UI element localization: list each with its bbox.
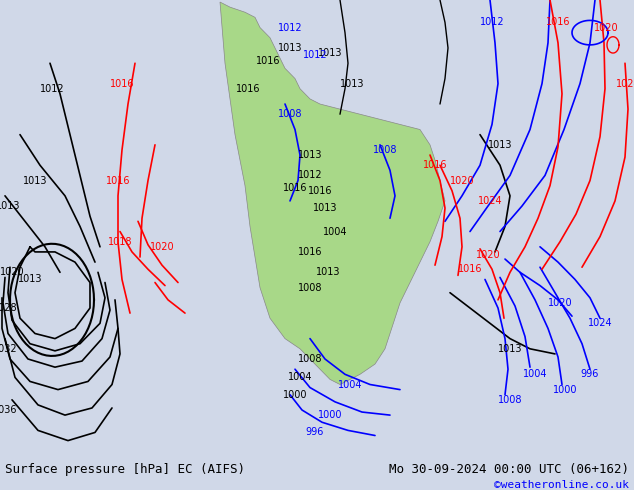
- Text: 1000: 1000: [283, 390, 307, 400]
- Text: 1004: 1004: [323, 226, 347, 237]
- Text: 1013: 1013: [18, 274, 42, 285]
- Text: Surface pressure [hPa] EC (AIFS): Surface pressure [hPa] EC (AIFS): [5, 463, 245, 476]
- Text: 1013: 1013: [298, 150, 322, 160]
- Text: 1016: 1016: [546, 18, 570, 27]
- Text: 1013: 1013: [23, 175, 48, 186]
- Text: 1012: 1012: [278, 23, 302, 32]
- Text: 1008: 1008: [278, 109, 302, 119]
- Text: 1004: 1004: [338, 380, 362, 390]
- Text: 1000: 1000: [318, 410, 342, 420]
- Text: 996: 996: [306, 427, 324, 438]
- Text: 1016: 1016: [283, 183, 307, 193]
- Text: 1016: 1016: [106, 175, 130, 186]
- Text: 1004: 1004: [288, 372, 313, 382]
- Text: 1013: 1013: [488, 140, 512, 150]
- Text: 1024: 1024: [477, 196, 502, 206]
- Text: 1016: 1016: [110, 78, 134, 89]
- Text: Mo 30-09-2024 00:00 UTC (06+162): Mo 30-09-2024 00:00 UTC (06+162): [389, 463, 629, 476]
- Text: 1013: 1013: [498, 344, 522, 354]
- Text: 1024: 1024: [588, 318, 612, 328]
- Text: 996: 996: [581, 369, 599, 379]
- Text: ©weatheronline.co.uk: ©weatheronline.co.uk: [494, 480, 629, 490]
- Text: 1016: 1016: [307, 186, 332, 196]
- Text: 1020: 1020: [450, 175, 474, 186]
- Text: 1036: 1036: [0, 405, 17, 415]
- Text: 1028: 1028: [0, 303, 17, 313]
- Text: 1020: 1020: [593, 23, 618, 32]
- Text: 1013: 1013: [0, 201, 20, 211]
- Text: 1016: 1016: [423, 160, 447, 170]
- Text: 1012: 1012: [40, 84, 64, 94]
- Text: 1004: 1004: [523, 369, 547, 379]
- Text: 1016: 1016: [236, 84, 260, 94]
- Text: 1024: 1024: [616, 78, 634, 89]
- Text: 1018: 1018: [108, 237, 133, 247]
- Text: 1013: 1013: [278, 43, 302, 53]
- Text: 1020: 1020: [0, 268, 24, 277]
- Text: 1016: 1016: [256, 56, 280, 66]
- Text: 1008: 1008: [373, 145, 398, 155]
- Text: 1012: 1012: [302, 50, 327, 60]
- Text: 1020: 1020: [476, 250, 500, 260]
- Polygon shape: [220, 2, 445, 385]
- Text: 1016: 1016: [458, 264, 482, 274]
- Text: 1012: 1012: [298, 171, 322, 180]
- Text: 1020: 1020: [150, 242, 174, 252]
- Text: 1020: 1020: [548, 298, 573, 308]
- Text: 1008: 1008: [298, 283, 322, 293]
- Text: 1013: 1013: [313, 203, 337, 213]
- Text: 1013: 1013: [318, 48, 342, 58]
- Text: 1008: 1008: [298, 354, 322, 364]
- Text: 1008: 1008: [498, 395, 522, 405]
- Text: 1013: 1013: [316, 268, 340, 277]
- Text: 1032: 1032: [0, 344, 17, 354]
- Text: 1016: 1016: [298, 247, 322, 257]
- Text: 1012: 1012: [480, 18, 504, 27]
- Text: 1013: 1013: [340, 78, 365, 89]
- Text: 1000: 1000: [553, 385, 577, 394]
